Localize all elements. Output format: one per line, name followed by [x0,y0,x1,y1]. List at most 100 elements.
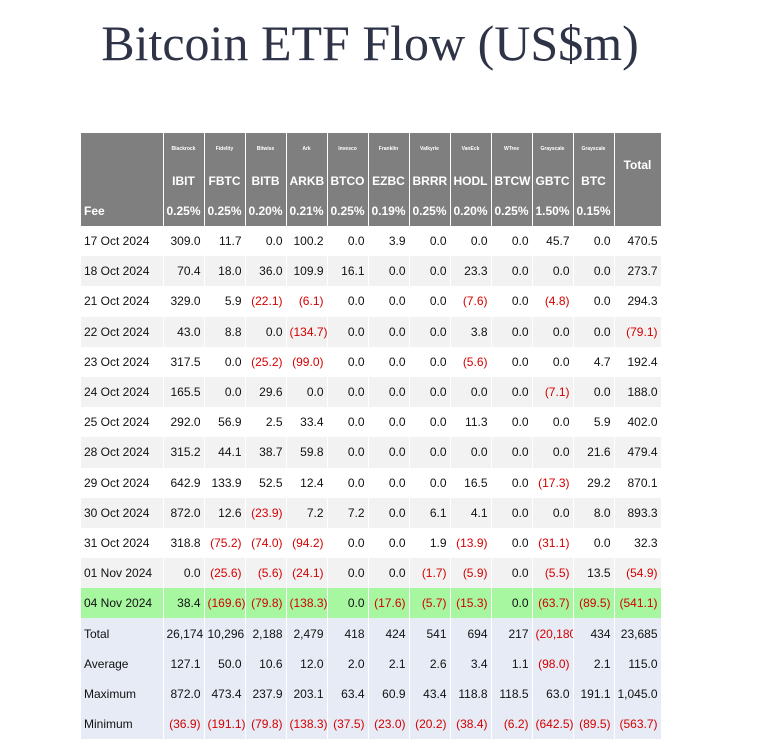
ticker-header: FBTC [204,165,246,196]
flow-value: (138.3) [286,709,328,740]
flow-value: 0.0 [532,437,574,468]
flow-value: 203.1 [286,678,328,709]
flow-value: 0.0 [245,316,287,347]
row-label: 04 Nov 2024 [81,588,164,619]
flow-value: 7.2 [327,497,369,528]
ticker-header: BTCW [491,165,533,196]
flow-value: 70.4 [163,256,205,287]
table-row: 21 Oct 2024 329.0 5.9 (22.1) (6.1) 0.0 0.0 0.0(… [81,286,662,317]
flow-value: 21.6 [573,437,615,468]
issuer-header: Grayscale [532,133,574,165]
flow-value: 2.6 [409,648,451,679]
flow-value: 43.0 [163,316,205,347]
fee-header: 0.25% [491,196,533,226]
flow-value: 3.9 [368,226,410,257]
flow-value: 63.0 [532,678,574,709]
flow-value: 0.0 [491,527,533,559]
flow-value: 217 [491,618,533,649]
flow-value: 0.0 [532,316,574,347]
etf-flow-table: Blackrock Fidelity Bitwise Ark Invesco Frankl… [81,133,662,740]
flow-value: 0.0 [491,376,533,408]
flow-value: 317.5 [163,346,205,377]
ticker-header: ARKB [286,165,328,196]
flow-value: 11.7 [204,226,246,257]
flow-value: 118.5 [491,678,533,709]
flow-value: 52.5 [245,467,287,498]
stats-row: Minimum (36.9) (191.1) (79.8) (138.3) (37.5)(… [81,709,662,740]
issuer-header: Bitwise [245,133,287,165]
flow-value: (63.7) [532,588,574,619]
table-row: 22 Oct 2024 43.0 8.8 0.0 (134.7) 0.0 0.0 0.0 3.8… [81,316,662,347]
flow-value: (5.5) [532,558,574,589]
flow-value: 1.9 [409,527,451,559]
row-total: 188.0 [614,376,662,408]
flow-value: 872.0 [163,678,205,709]
flow-value: 191.1 [573,678,615,709]
row-label: 17 Oct 2024 [81,226,164,257]
flow-value: 26,174 [163,618,205,649]
fee-header: 1.50% [532,196,574,226]
issuer-header-row: Blackrock Fidelity Bitwise Ark Invesco Frankl… [81,133,662,196]
flow-value: 0.0 [450,376,492,408]
flow-value: (74.0) [245,527,287,559]
flow-value: 0.0 [409,376,451,408]
flow-value: 18.0 [204,256,246,287]
flow-value: 0.0 [491,497,533,528]
flow-value: 0.0 [327,437,369,468]
flow-value: 237.9 [245,678,287,709]
flow-value: 8.8 [204,316,246,347]
fee-header: 0.15% [573,196,615,226]
flow-value: 0.0 [491,256,533,287]
flow-value: 0.0 [368,376,410,408]
flow-value: 2.1 [573,648,615,679]
row-label: 29 Oct 2024 [81,467,164,498]
issuer-header: WTree [491,133,533,165]
flow-value: 1.1 [491,648,533,679]
flow-value: 0.0 [327,467,369,498]
flow-value: (99.0) [286,346,328,377]
row-total: 23,685 [614,618,662,649]
table-row: 25 Oct 2024 292.0 56.9 2.5 33.4 0.0 0.0 0.0 11.3… [81,407,662,438]
row-label: Minimum [81,709,164,740]
flow-value: (7.1) [532,376,574,408]
ticker-header: BRRR [409,165,451,196]
fee-header: 0.25% [409,196,451,226]
flow-value: (5.6) [450,346,492,377]
fee-total-cell [614,196,662,226]
flow-value: 0.0 [450,226,492,257]
flow-value: 0.0 [409,437,451,468]
flow-value: 2.1 [368,648,410,679]
flow-value: 0.0 [327,558,369,589]
flow-value: 7.2 [286,497,328,528]
flow-value: 10,296 [204,618,246,649]
fee-header: 0.25% [163,196,205,226]
row-total: (563.7) [614,709,662,740]
flow-value: 0.0 [409,467,451,498]
row-label: 18 Oct 2024 [81,256,164,287]
flow-value: 44.1 [204,437,246,468]
flow-value: 2,188 [245,618,287,649]
stats-row: Average 127.1 50.0 10.6 12.0 2.0 2.1 2.6 3.4 1.1(… [81,648,662,679]
flow-value: 0.0 [368,437,410,468]
flow-value: (5.7) [409,588,451,619]
flow-value: (138.3) [286,588,328,619]
flow-value: (15.3) [450,588,492,619]
flow-value: 0.0 [163,558,205,589]
flow-value: 13.5 [573,558,615,589]
flow-value: 0.0 [491,226,533,257]
flow-value: 473.4 [204,678,246,709]
stats-row: Total 26,174 10,296 2,188 2,479 418 424 541 694 2… [81,618,662,649]
flow-value: 0.0 [409,316,451,347]
row-total: 294.3 [614,286,662,317]
flow-value: (98.0) [532,648,574,679]
flow-value: 0.0 [368,527,410,559]
fee-header: 0.19% [368,196,410,226]
flow-value: 16.1 [327,256,369,287]
flow-value: (20.2) [409,709,451,740]
flow-value: (23.9) [245,497,287,528]
flow-value: 29.6 [245,376,287,408]
flow-value: 0.0 [368,316,410,347]
row-label: 30 Oct 2024 [81,497,164,528]
flow-value: 292.0 [163,407,205,438]
flow-value: 6.1 [409,497,451,528]
